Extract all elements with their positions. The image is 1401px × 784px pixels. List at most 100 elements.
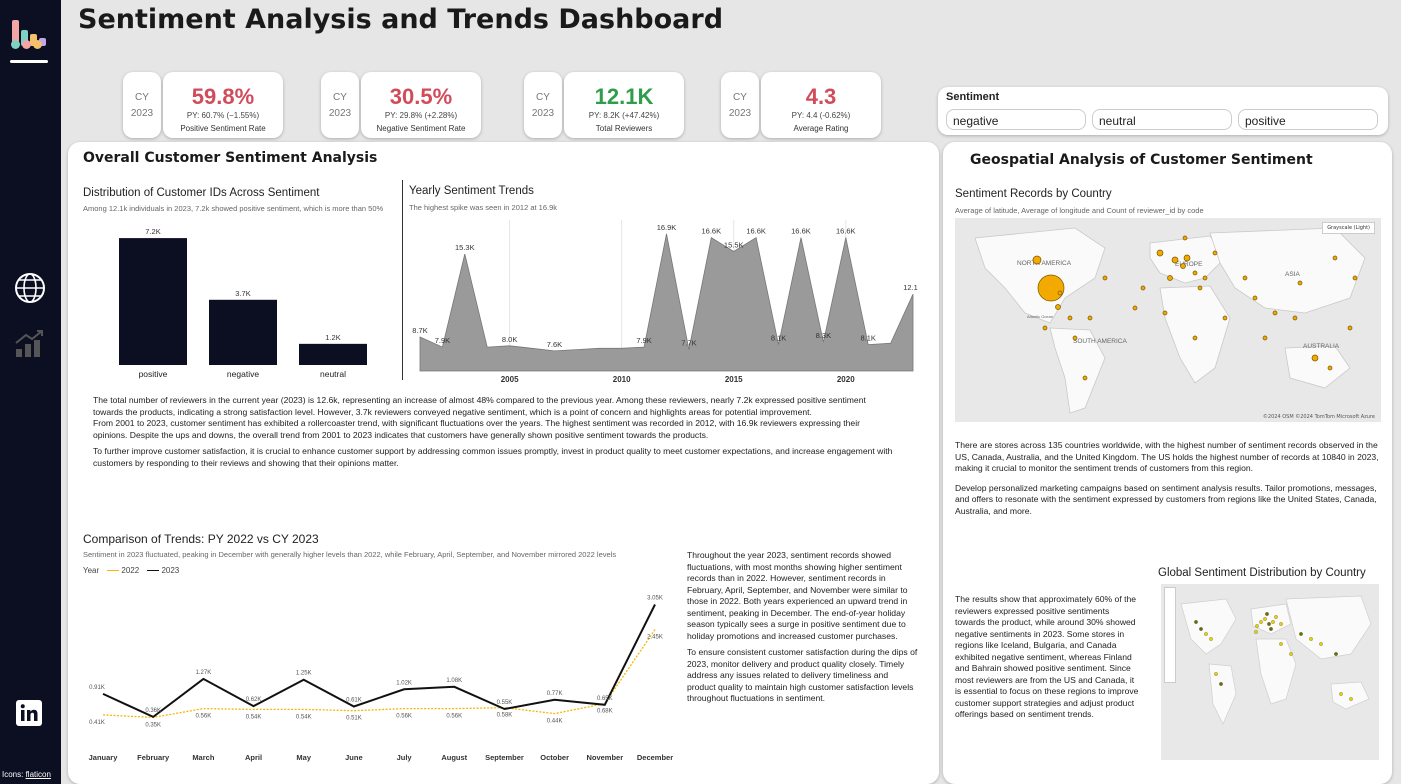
map-point xyxy=(1194,620,1198,624)
bar-category-label: positive xyxy=(139,369,168,379)
map-bubble xyxy=(1192,270,1198,276)
land-shape xyxy=(1209,227,1366,314)
kpi-label: Average Rating xyxy=(793,124,849,133)
map-point xyxy=(1263,617,1267,621)
global-paragraph: The results show that approximately 60% … xyxy=(955,594,1139,719)
map-bubble xyxy=(1297,280,1303,286)
line-data-label: 0.91K xyxy=(89,685,105,691)
map-point xyxy=(1199,627,1203,631)
map-bubble xyxy=(1272,310,1278,316)
bar-positive xyxy=(119,238,187,365)
comparison-chart-title: Comparison of Trends: PY 2022 vs CY 2023 xyxy=(83,532,319,546)
map-bubble xyxy=(1087,315,1093,321)
map-bubble xyxy=(1327,365,1333,371)
yearly-area-series xyxy=(419,233,914,372)
map-toolbar[interactable] xyxy=(1164,587,1176,683)
flaticon-link[interactable]: flaticon xyxy=(25,770,51,779)
map-bubble xyxy=(1347,325,1353,331)
map-bubble xyxy=(1057,290,1063,296)
area-data-label: 15.5K xyxy=(724,240,744,249)
map-point xyxy=(1214,672,1218,676)
map-point xyxy=(1271,620,1275,624)
map-region-label: AUSTRALIA xyxy=(1303,343,1340,350)
comparison-line-chart: 0.41K 0.35K 0.56K 0.54K 0.54K 0.51K 0.56K 0.56K… xyxy=(89,595,674,762)
map-point xyxy=(1259,620,1263,624)
kpi-value: 4.3 xyxy=(805,84,837,109)
summary-paragraph: The total number of reviewers in the cur… xyxy=(93,395,866,417)
map-region-label: NORTH AMERICA xyxy=(1017,260,1072,267)
land-shape xyxy=(974,227,1106,324)
x-tick-label: June xyxy=(345,753,363,762)
map-bubble xyxy=(1183,254,1191,262)
bar-data-label: 7.2K xyxy=(145,227,160,236)
land-shape xyxy=(1159,285,1231,384)
comparison-legend: Year 2022 2023 xyxy=(83,566,179,575)
area-data-label: 7.7K xyxy=(681,339,696,348)
kpi-card: 12.1K PY: 8.2K (+47.42%) Total Reviewers xyxy=(564,72,684,138)
comparison-chart-subtitle: Sentiment in 2023 fluctuated, peaking in… xyxy=(83,550,617,559)
map-region-label: Atlantic Ocean xyxy=(1027,314,1053,319)
area-data-label: 16.6K xyxy=(836,227,856,236)
legend-title: Year xyxy=(83,566,100,575)
bar-chart-icon[interactable] xyxy=(13,329,47,363)
kpi-label: Total Reviewers xyxy=(595,124,653,133)
slicer-option-neutral[interactable]: neutral xyxy=(1092,109,1232,130)
global-sentiment-map[interactable] xyxy=(1161,584,1379,760)
kpi-cy-badge: CY 2023 xyxy=(123,72,161,138)
line-data-label: 0.56K xyxy=(446,714,462,720)
line-data-label: 0.41K xyxy=(89,720,105,726)
x-tick-label: 2015 xyxy=(725,375,743,384)
slicer-option-positive[interactable]: positive xyxy=(1238,109,1378,130)
x-tick-label: April xyxy=(245,753,262,762)
map-summary-text: There are stores across 135 countries wo… xyxy=(955,440,1380,522)
land-shape xyxy=(1250,603,1292,635)
area-data-label: 16.6K xyxy=(746,227,766,236)
map-bubble xyxy=(1212,250,1218,256)
x-tick-label: September xyxy=(485,753,524,762)
x-tick-label: February xyxy=(137,753,170,762)
series-line-2023 xyxy=(102,604,656,719)
series-line-2022 xyxy=(102,629,656,719)
land-shape xyxy=(1330,681,1370,710)
globe-icon[interactable] xyxy=(13,271,47,309)
map-point xyxy=(1254,630,1258,634)
map-point xyxy=(1274,615,1278,619)
line-data-label: 1.08K xyxy=(446,678,462,684)
map-bubble xyxy=(1055,304,1061,310)
linkedin-icon[interactable] xyxy=(16,700,42,730)
line-data-label: 0.51K xyxy=(346,716,362,722)
kpi-py: PY: 29.8% (+2.28%) xyxy=(384,111,458,120)
line-data-label: 0.77K xyxy=(547,691,563,697)
panel-title: Overall Customer Sentiment Analysis xyxy=(83,150,378,166)
land-shape xyxy=(1208,663,1237,725)
map-bubble xyxy=(1162,310,1168,316)
map-point xyxy=(1319,642,1323,646)
sentiment-summary-text: The total number of reviewers in the cur… xyxy=(93,395,893,474)
sidebar: Icons: flaticon xyxy=(0,0,61,784)
x-tick-label: 2010 xyxy=(613,375,631,384)
line-data-label: 0.35K xyxy=(145,722,161,728)
map-paragraph: Develop personalized marketing campaigns… xyxy=(955,482,1377,516)
area-data-label: 16.6K xyxy=(791,227,811,236)
map-style-selector[interactable]: Grayscale (Light) xyxy=(1322,222,1375,234)
sentiment-records-map[interactable]: NORTH AMERICA EUROPE ASIA SOUTH AMERICA AUST… xyxy=(955,218,1381,422)
map-bubble xyxy=(1252,295,1258,301)
line-data-label: 0.55K xyxy=(497,700,513,706)
area-data-label: 8.1K xyxy=(860,334,875,343)
geospatial-panel: Geospatial Analysis of Customer Sentimen… xyxy=(943,142,1392,784)
x-tick-label: August xyxy=(441,753,467,762)
map-bubble xyxy=(1102,275,1108,281)
line-data-label: 1.02K xyxy=(396,680,412,686)
kpi-value: 12.1K xyxy=(594,84,654,109)
map-bubble xyxy=(1222,315,1228,321)
map-bubble xyxy=(1082,375,1088,381)
map-region-label: EUROPE xyxy=(1175,261,1203,268)
map-bubble xyxy=(1156,249,1164,257)
slicer-option-negative[interactable]: negative xyxy=(946,109,1086,130)
kpi-card: 4.3 PY: 4.4 (-0.62%) Average Rating xyxy=(761,72,881,138)
map-point xyxy=(1204,632,1208,636)
map-bubble xyxy=(1132,305,1138,311)
map-region-label: ASIA xyxy=(1285,271,1300,278)
comparison-paragraph: Throughout the year 2023, sentiment reco… xyxy=(687,550,908,641)
